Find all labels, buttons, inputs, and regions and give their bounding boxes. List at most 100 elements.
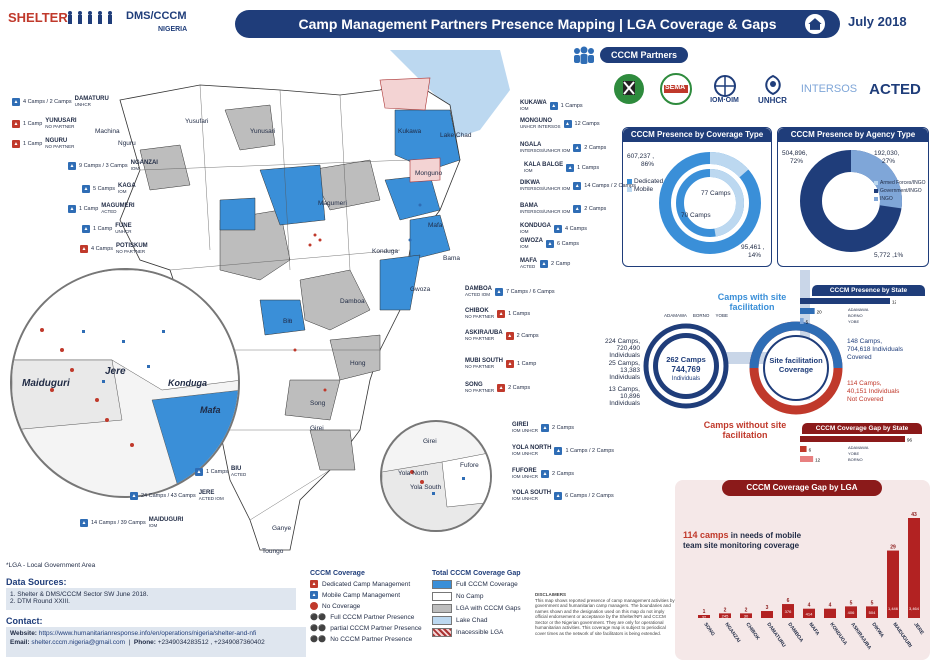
camp-type-icon: ▲: [82, 224, 90, 233]
logo-shelter-text: SHELTER: [8, 10, 68, 25]
lga-callout-yola-north: YOLA NORTH IOM UNHCR ▲ 1 Camps / 2 Camps: [512, 445, 614, 456]
lga-partner: IOM: [520, 106, 529, 111]
gap-lga-category: CHIBOK: [744, 622, 760, 642]
intersos-logo: INTERSOS: [800, 72, 858, 106]
map-label-girei: Girei: [310, 425, 324, 432]
contact-box: Website: https://www.humanitarianrespons…: [6, 627, 306, 657]
lga-name: GIREI: [512, 422, 529, 428]
lga-name: YOLA NORTH: [512, 445, 552, 451]
gap-lga-category: KONDUGA: [828, 622, 848, 647]
coverage-type-panel: CCCM Presence by Coverage Type 607,237 ,…: [622, 127, 772, 267]
camp-type-icon: ▲: [68, 204, 76, 213]
website-label: Website:: [10, 630, 37, 637]
camp-type-icon: ▲: [566, 163, 575, 172]
legend-lga-gaps: LGA with CCCM Gaps: [456, 605, 521, 612]
lga-camps: 14 Camps / 2 Camps: [584, 182, 636, 189]
swatch-lake: [432, 616, 452, 625]
email-link[interactable]: shelter.cccm.nigeria@gmail.com: [31, 639, 125, 646]
camp-type-icon: ▲: [554, 224, 562, 233]
lga-callout-gwoza: GWOZA IOM ▲ 6 Camps: [520, 238, 579, 249]
gap-lga-bar-maiduguri: [887, 550, 899, 618]
lga-partner: IOM: [148, 523, 158, 528]
lga-callout-damboa: DAMBOA ACTED IOM ▲ 7 Camps / 6 Camps: [465, 286, 555, 297]
gap-lga-bar-dikwa: [866, 606, 878, 618]
gap-state-legend-3: BORNO: [848, 457, 863, 462]
data-source-line-2: 2. DTM Round XXIII.: [10, 598, 70, 605]
mobile-arc: [709, 152, 749, 178]
shelter-home-icon: [803, 12, 827, 36]
legend-partial-presence: partial CCCM Partner Presence: [330, 624, 422, 632]
lga-callout-dikwa: DIKWA INTERSOS/UNHCR IOM ▲ 14 Camps / 2 Cam…: [520, 180, 636, 191]
data-sources-title: Data Sources:: [6, 577, 67, 587]
mobile-legend: Mobile: [634, 186, 654, 193]
covered-individuals: 704,618 Individuals: [847, 346, 904, 353]
camp-type-icon: ▲: [505, 331, 514, 340]
state-bar-adamawa: [800, 446, 807, 452]
lga-camps: 4 Camps: [91, 245, 114, 252]
lga-camps: 1 Camps: [206, 468, 229, 475]
presence-state-legend-1: ADAMAWA: [848, 307, 869, 312]
lga-partner: NO PARTNER: [465, 314, 495, 319]
iom-logo: IOM·OIM: [702, 72, 747, 106]
state-bar-value: 6: [809, 448, 812, 453]
dedicated-value: 607,237 ,: [627, 153, 655, 160]
lga-partner: INTERSOS/UNHCR IOM: [520, 186, 571, 191]
camp-type-icon: ▲: [573, 204, 582, 213]
lga-partner: UNHCR INTERSOS: [520, 124, 561, 129]
without-site-fac-title: Camps without site facilitation: [703, 420, 787, 440]
shelter-logo: SHELTER DMS/CCCM NIGERIA: [8, 8, 218, 40]
lga-name: KUKAWA: [520, 100, 547, 106]
not-covered-label: Not Covered: [847, 396, 884, 403]
lga-name: KAGA: [118, 183, 136, 189]
lga-name: KONDUGA: [520, 223, 551, 229]
lga-camps: 2 Camps: [516, 332, 539, 339]
lga-camps: 9 Camps / 3 Camps: [79, 162, 128, 169]
map-label-bama: Bama: [443, 255, 460, 262]
people-figures-icon: [68, 11, 112, 24]
disclaimer-title: DISCLAIMERS: [535, 592, 567, 597]
map-legend: CCCM Coverage ▴ Dedicated Camp Management…: [310, 570, 740, 660]
mobile-pct: 14%: [748, 252, 762, 259]
website-link[interactable]: https://www.humanitarianresponse.info/en…: [38, 630, 257, 637]
lga-callout-konduga: KONDUGA IOM ▲ 4 Camps: [520, 223, 587, 234]
lga-name: MAFA: [520, 258, 537, 264]
lga-callout-chibok: CHIBOK NO PARTNER ▲ 1 Camps: [465, 308, 530, 319]
gap-lga-value: 5: [850, 600, 853, 606]
lga-callout-yola-south: YOLA SOUTH IOM UNHCR ▲ 6 Camps / 2 Camps: [512, 490, 614, 501]
lga-camps: 1 Camps / 2 Camps: [565, 447, 615, 454]
coverage-type-title: CCCM Presence by Coverage Type: [623, 128, 771, 142]
gap-state-bars: 96 612: [800, 436, 913, 463]
total-camps-donut: [643, 323, 729, 409]
lga-camps: 4 Camps: [565, 225, 588, 232]
lga-camps: 6 Camps: [557, 240, 580, 247]
map-label-ganye: Ganye: [272, 525, 292, 532]
camp-type-icon: ▲: [80, 244, 88, 253]
lga-callout-yunusari: ▲ 1 Camp YUNUSARI NO PARTNER: [12, 118, 77, 129]
map-label-song: Song: [310, 400, 326, 407]
page-title: Camp Management Partners Presence Mappin…: [235, 10, 840, 38]
lga-callout-magumeri: ▲ 1 Camp MAGUMERI ACTED: [68, 203, 135, 214]
left-item-1-camps: 224 Camps,: [604, 338, 640, 345]
presence-state-bars: 123 20 5: [800, 298, 896, 325]
gap-lga-title: CCCM Coverage Gap by LGA: [722, 480, 882, 496]
inset-label-konduga: Konduga: [168, 378, 207, 388]
lga-partner: NO PARTNER: [116, 249, 146, 254]
map-label-hong: Hong: [350, 360, 366, 367]
legend-gap-title: Total CCCM Coverage Gap: [432, 570, 521, 577]
legend-no-presence: No CCCM Partner Presence: [330, 635, 413, 643]
full-presence-icon: ⚫⚫: [310, 614, 327, 621]
lga-camps: 12 Camps: [574, 120, 600, 127]
lga-name: DAMBOA: [465, 286, 492, 292]
lga-partner: IOM: [524, 168, 533, 173]
disclaimer-text: This map shows reported presence of camp…: [535, 597, 675, 636]
legend-dedicated: Dedicated Camp Management: [322, 580, 411, 588]
lga-camps: 4 Camps / 2 Camps: [23, 98, 72, 105]
state-bar-adamawa: [800, 308, 815, 314]
lga-name: FUNE: [115, 223, 132, 229]
lga-name: NGALA: [520, 142, 542, 148]
lga-camps: 2 Camps: [552, 470, 575, 477]
map-label-mafa: Mafa: [428, 222, 443, 229]
data-source-line-1: 1. Shelter & DMS/CCCM Sector SW June 201…: [10, 591, 149, 598]
inset-label-mafa: Mafa: [200, 405, 221, 415]
swatch-full: [432, 580, 452, 589]
